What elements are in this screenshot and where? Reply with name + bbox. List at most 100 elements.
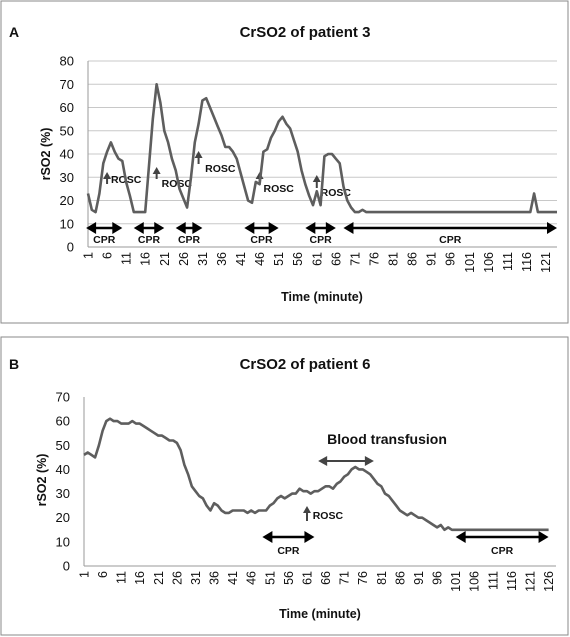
chart-title: CrSO2 of patient 6 (240, 356, 371, 373)
x-tick-label: 76 (356, 571, 370, 585)
cpr-label: CPR (93, 234, 116, 246)
up-arrow-icon (194, 151, 203, 158)
y-tick-label: 20 (60, 193, 74, 208)
x-tick-label: 101 (449, 571, 463, 592)
cpr-arrow-head (262, 531, 273, 543)
x-tick-label: 41 (226, 571, 240, 585)
series-line (86, 83, 557, 214)
cpr-label: CPR (138, 234, 161, 246)
x-tick-label: 101 (463, 252, 477, 273)
y-tick-label: 0 (67, 240, 74, 255)
cpr-arrow-head (455, 531, 466, 543)
x-tick-label: 91 (425, 252, 439, 266)
x-tick-label: 76 (367, 252, 381, 266)
y-tick-label: 50 (56, 438, 70, 453)
x-tick-label: 36 (208, 571, 222, 585)
x-tick-label: 126 (542, 571, 556, 592)
x-tick-label: 61 (310, 252, 324, 266)
x-tick-label: 71 (348, 252, 362, 266)
cpr-arrow-head (133, 222, 144, 234)
x-tick-label: 51 (272, 252, 286, 266)
x-tick-label: 51 (263, 571, 277, 585)
x-tick-label: 86 (393, 571, 407, 585)
y-tick-label: 10 (56, 534, 70, 549)
x-tick-label: 91 (412, 571, 426, 585)
x-tick-label: 121 (539, 252, 553, 273)
series-line (83, 417, 549, 532)
y-axis-label: rSO2 (%) (39, 128, 53, 181)
x-tick-label: 26 (177, 252, 191, 266)
x-tick-label: 11 (120, 252, 134, 265)
x-tick-label: 61 (300, 571, 314, 585)
rosc-label: ROSC (263, 183, 294, 195)
cpr-arrows: CPR CPR (262, 531, 549, 557)
x-tick-label: 106 (468, 571, 482, 592)
rosc-label: ROSC (205, 163, 236, 175)
y-axis-label: rSO2 (%) (35, 454, 49, 507)
cpr-label: CPR (310, 234, 333, 246)
blood-transfusion-annotation: Blood transfusion (318, 431, 447, 466)
x-tick-label: 16 (139, 252, 153, 266)
blood-transfusion-label: Blood transfusion (327, 431, 447, 447)
y-tick-label: 60 (56, 414, 70, 429)
y-tick-label: 70 (60, 77, 74, 92)
cpr-arrow-head (192, 222, 203, 234)
gridlines (88, 60, 557, 225)
cpr-arrow-head (86, 222, 97, 234)
x-tick-label: 16 (133, 571, 147, 585)
cpr-arrow-head (268, 222, 279, 234)
cpr-label: CPR (277, 545, 300, 557)
x-axis-label: Time (minute) (279, 607, 361, 621)
y-tick-label: 0 (63, 559, 70, 574)
x-tick-label: 21 (158, 252, 172, 266)
x-axis-label: Time (minute) (281, 290, 363, 304)
up-arrow-icon (312, 175, 321, 182)
cpr-arrow-head (175, 222, 186, 234)
x-tick-label: 1 (82, 252, 96, 259)
x-tick-label: 106 (482, 252, 496, 273)
y-tick-label: 30 (60, 170, 74, 185)
y-tick-label: 70 (56, 390, 70, 405)
panel-label: B (9, 356, 19, 372)
chart-a-svg: A CrSO2 of patient 3 0 10 20 30 40 50 60 70 80 1… (0, 0, 569, 324)
rosc-label: ROSC (313, 510, 344, 522)
y-tick-label: 50 (60, 123, 74, 138)
cpr-arrow-head (343, 222, 354, 234)
x-tick-label: 1 (78, 571, 92, 578)
up-arrow-icon (152, 167, 161, 174)
transfusion-arrow-head (318, 456, 328, 466)
cpr-arrow-head (112, 222, 123, 234)
x-tick-label: 31 (196, 252, 210, 266)
rosc-label: ROSC (162, 178, 193, 190)
panel-label: A (9, 24, 19, 40)
x-tick-label: 56 (291, 252, 305, 266)
x-tick-label: 116 (520, 252, 534, 272)
cpr-arrows: CPR CPR CPR CPR CPR CPR (86, 222, 557, 246)
x-tick-label: 116 (505, 571, 519, 591)
x-tick-label: 56 (282, 571, 296, 585)
x-tick-labels: 1 6 11 16 21 26 31 36 41 46 51 56 61 66 71 76 81 86 91 96 10… (78, 571, 557, 592)
panel-frame (0, 0, 569, 324)
up-arrow-icon (103, 172, 112, 179)
panel-a: A CrSO2 of patient 3 0 10 20 30 40 50 60 70 80 1… (0, 0, 569, 324)
cpr-arrow-head (154, 222, 165, 234)
y-tick-label: 40 (56, 462, 70, 477)
x-tick-label: 121 (523, 571, 537, 592)
y-tick-label: 30 (56, 486, 70, 501)
transfusion-arrow-head (364, 456, 374, 466)
x-tick-label: 86 (406, 252, 420, 266)
x-tick-label: 11 (115, 571, 129, 584)
x-tick-label: 26 (170, 571, 184, 585)
x-tick-label: 111 (501, 252, 515, 271)
cpr-arrow-head (325, 222, 336, 234)
cpr-arrow-head (305, 222, 316, 234)
cpr-arrow-head (538, 531, 549, 543)
x-tick-label: 41 (234, 252, 248, 266)
x-tick-label: 6 (101, 252, 115, 259)
cpr-arrow-head (547, 222, 557, 234)
cpr-arrow-head (244, 222, 255, 234)
x-tick-label: 21 (152, 571, 166, 585)
y-tick-label: 60 (60, 100, 74, 115)
